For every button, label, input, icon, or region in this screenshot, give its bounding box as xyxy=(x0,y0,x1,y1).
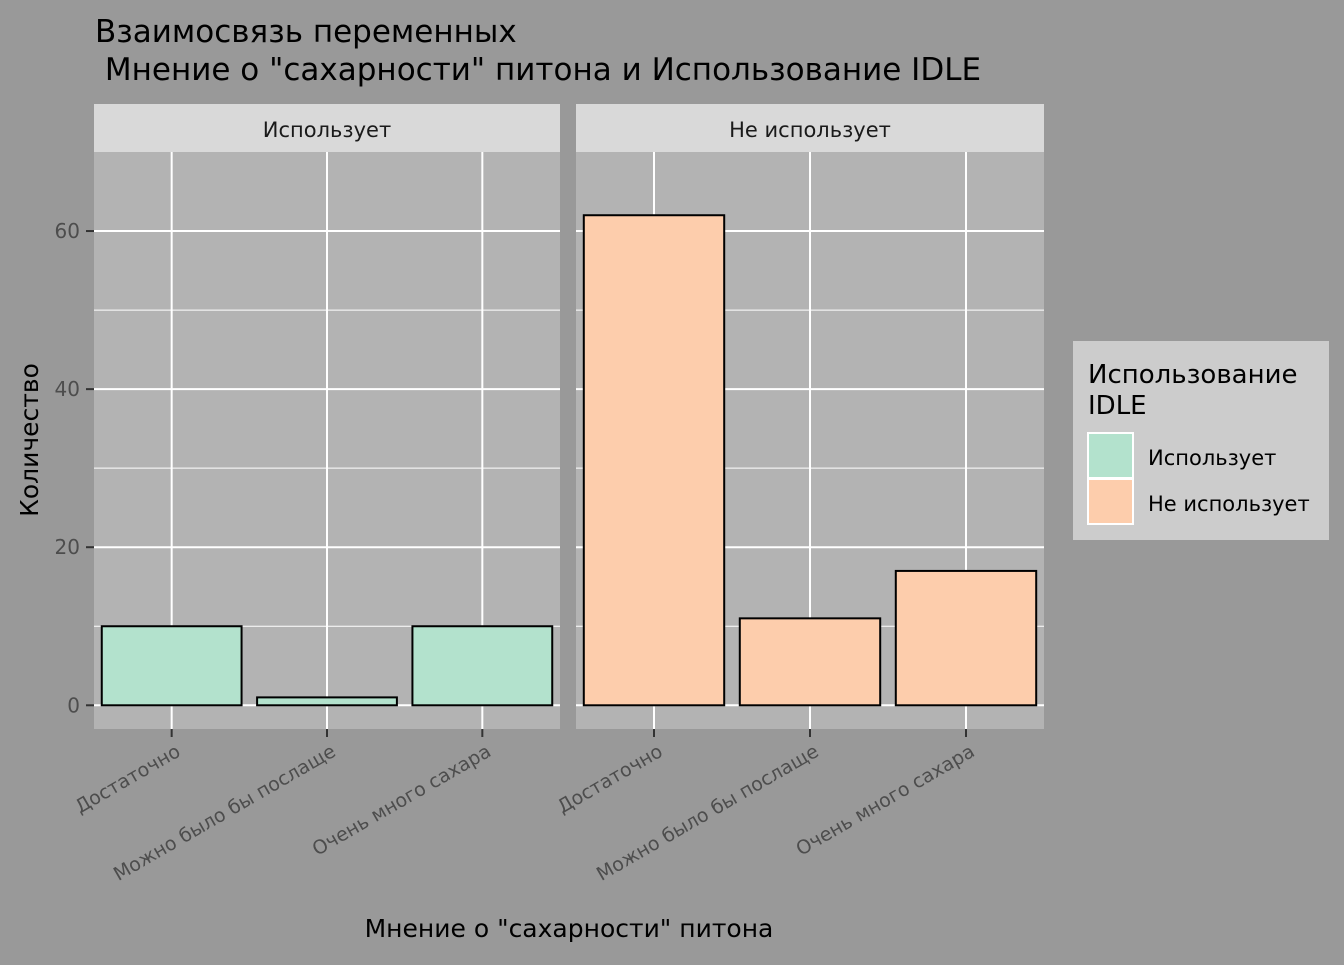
bar-mnogo-sahara xyxy=(411,625,554,707)
chart-title-line1: Взаимосвязь переменных xyxy=(95,14,517,50)
x-tick-label: Достаточно xyxy=(71,740,184,818)
bar-dostatochno xyxy=(582,214,726,707)
legend-key-not-uses xyxy=(1087,478,1134,525)
y-tick-label: 20 xyxy=(55,535,80,559)
facet-strip xyxy=(94,104,560,152)
y-tick-label: 0 xyxy=(67,693,80,717)
x-tick-label: Достаточно xyxy=(554,740,667,818)
chart-title-line2: Мнение о "сахарности" питона и Использов… xyxy=(95,52,981,88)
legend-title-line2: IDLE xyxy=(1088,391,1147,421)
x-axis-title: Мнение о "сахарности" питона xyxy=(365,914,774,943)
y-axis-title: Количество xyxy=(15,363,44,517)
legend: Использование IDLE Использует Не использ… xyxy=(1073,341,1329,540)
facet-strip-label: Использует xyxy=(263,118,391,142)
legend-title-line1: Использование xyxy=(1088,360,1297,390)
facet-strip xyxy=(576,104,1044,152)
y-axis: 0 20 40 60 xyxy=(55,219,94,717)
bar-mnogo-sahara xyxy=(894,569,1038,707)
bar-poslashe xyxy=(738,617,882,707)
legend-label-uses: Использует xyxy=(1148,446,1276,470)
y-tick-label: 60 xyxy=(55,219,80,243)
legend-key-uses xyxy=(1087,432,1134,479)
bar-poslashe xyxy=(256,696,398,707)
bar-dostatochno xyxy=(100,625,243,707)
facet-strip-label: Не использует xyxy=(729,118,891,142)
y-tick-label: 40 xyxy=(55,377,80,401)
legend-label-not-uses: Не использует xyxy=(1148,492,1310,516)
